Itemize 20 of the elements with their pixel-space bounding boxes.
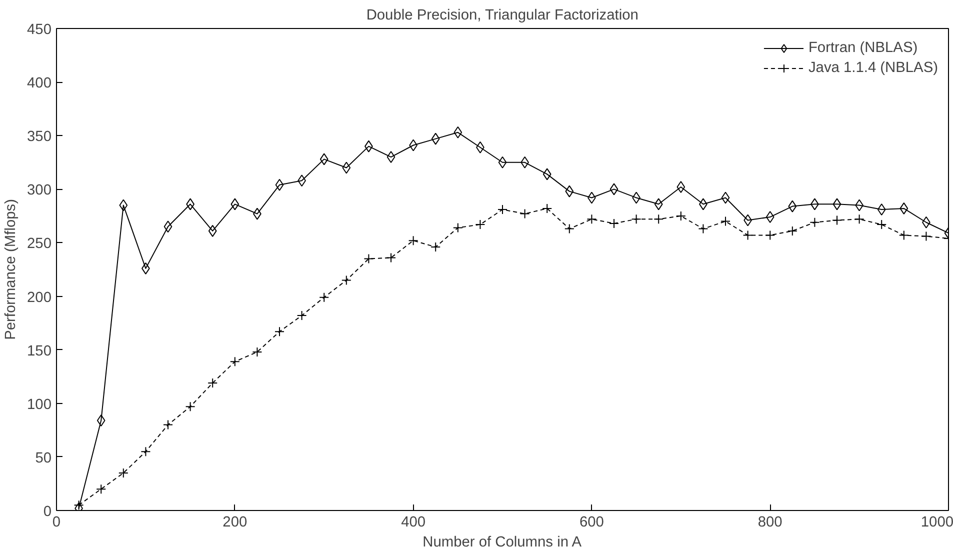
x-tick-label: 800 [758,514,782,530]
legend-label: Fortran (NBLAS) [808,40,918,56]
y-tick-label: 100 [27,396,52,413]
y-tick-label: 400 [27,76,52,92]
x-tick-label: 400 [401,514,426,530]
y-tick-label: 200 [27,290,52,306]
y-tick-label: 0 [43,504,52,520]
y-tick-label: 300 [27,182,52,199]
y-axis-title: Performance (Mflops) [3,199,20,340]
y-tick-label: 350 [27,129,52,146]
legend-label: Java 1.1.4 (NBLAS) [808,60,938,76]
y-tick-label: 150 [27,343,52,360]
y-tick-label: 50 [35,450,52,466]
x-axis-title: Number of Columns in A [422,534,582,550]
y-tick-label: 250 [27,236,52,252]
x-tick-label: 600 [579,514,604,530]
x-tick-label: 200 [222,514,248,530]
x-tick-label: 1000 [920,514,953,530]
chart-title: Double Precision, Triangular Factorization [366,8,638,24]
y-tick-label: 450 [27,22,52,38]
